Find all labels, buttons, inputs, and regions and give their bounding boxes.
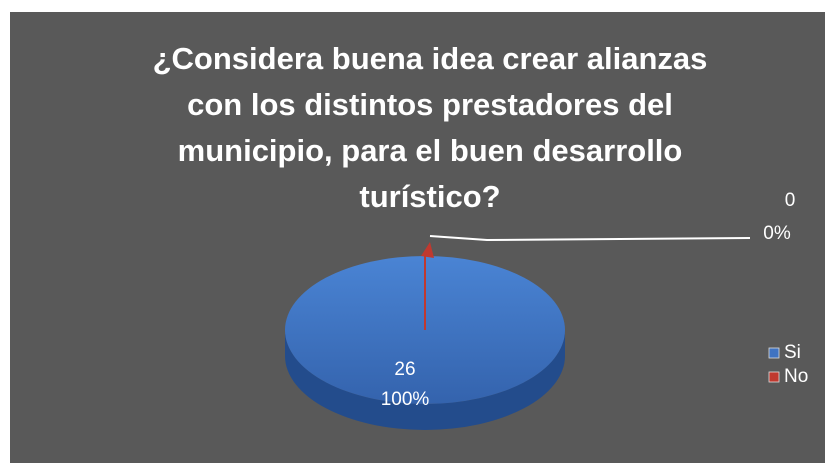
legend-swatch — [768, 347, 780, 359]
leader-line — [429, 235, 751, 242]
legend-label: No — [784, 366, 808, 387]
pie-side — [285, 330, 565, 430]
data-label: 26 — [394, 359, 415, 380]
chart-title: ¿Considera buena idea crear alianzas con… — [152, 41, 708, 214]
data-label: 0 — [785, 190, 796, 211]
legend-swatch — [768, 371, 780, 383]
pie-sliver — [421, 242, 434, 258]
legend-label: Si — [784, 342, 801, 363]
percent-label: 0% — [763, 223, 791, 244]
percent-label: 100% — [381, 389, 430, 410]
